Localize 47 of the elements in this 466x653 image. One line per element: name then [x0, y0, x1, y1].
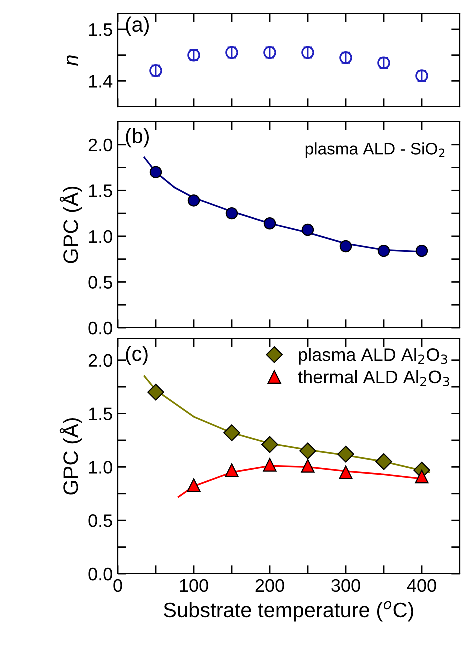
point [263, 458, 277, 472]
x-tick-label: 300 [332, 579, 360, 592]
legend-label: thermal ALD Al$_{2}$O$_{3}$ [298, 370, 450, 387]
point [226, 207, 238, 220]
y-tick-label: 2.0 [88, 138, 112, 152]
annotation: plasma ALD - SiO$_{2}$ [306, 142, 445, 158]
point [150, 166, 162, 178]
y-tick-label: 1.0 [89, 230, 112, 244]
y-tick-label: 1.0 [89, 461, 112, 474]
y-tick-label: 1.4 [89, 75, 113, 88]
x-tick-label: 200 [256, 579, 284, 592]
y-tick-label: 1.5 [89, 184, 112, 198]
x-tick-label: 100 [180, 579, 208, 592]
annotation: (c) [126, 346, 148, 366]
legend-label: plasma ALD Al$_{2}$O$_{3}$ [299, 348, 448, 365]
point [300, 442, 316, 460]
point [188, 194, 200, 207]
point [187, 478, 201, 492]
point [415, 470, 429, 484]
annotation: (a) [126, 16, 150, 36]
y-axis-title: GPC (Å) [60, 418, 82, 495]
y-tick-label: 0.0 [88, 568, 112, 581]
y-tick-label: 1.5 [89, 408, 112, 420]
point [264, 218, 276, 230]
y-tick-label: 0.0 [88, 322, 112, 335]
x-axis-title: Substrate temperature ($^{o}$C) [164, 601, 414, 622]
point [225, 464, 239, 478]
x-tick-label: 0 [114, 579, 122, 592]
y-axis-title: n [66, 56, 78, 66]
point [376, 453, 392, 470]
point [416, 244, 428, 258]
point [340, 240, 352, 253]
point [339, 466, 353, 480]
y-tick-label: 0.5 [88, 276, 112, 289]
x-tick-label: 400 [407, 579, 436, 592]
point [378, 244, 390, 258]
y-axis-title: GPC (Å) [60, 186, 82, 264]
y-tick-label: 2.0 [88, 354, 112, 368]
annotation: (b) [126, 128, 150, 148]
point [262, 436, 278, 454]
point [148, 384, 164, 401]
y-tick-label: 1.5 [89, 24, 112, 36]
point [224, 424, 240, 442]
point [301, 459, 315, 473]
y-tick-label: 0.5 [88, 514, 112, 528]
point [302, 224, 314, 236]
point [338, 446, 354, 463]
